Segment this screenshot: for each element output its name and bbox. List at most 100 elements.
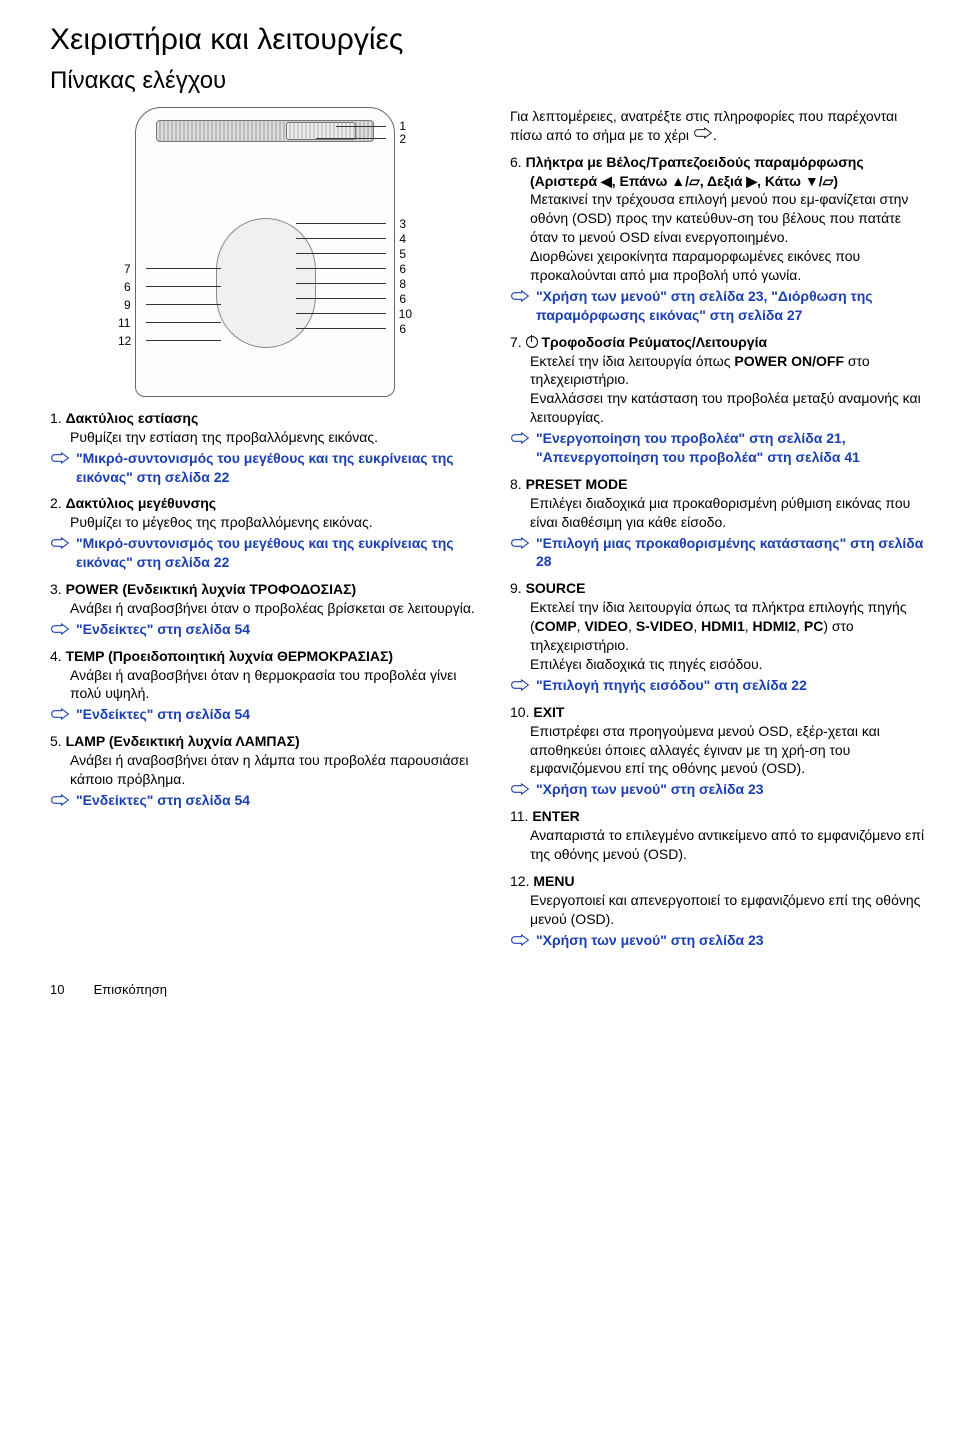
item-description: Επιστρέφει στα προηγούμενα μενού OSD, εξ… [510,722,930,779]
leader-line [296,238,386,239]
item-description: Ρυθμίζει την εστίαση της προβαλλόμενης ε… [50,428,480,447]
callout-9: 9 [124,297,131,313]
item-heading: 9. SOURCE [510,579,930,598]
hand-pointer-icon [510,289,530,303]
item-description: Ρυθμίζει το μέγεθος της προβαλλόμενης ει… [50,513,480,532]
item-description: Επιλέγει διαδοχικά μια προκαθορισμένη ρύ… [510,494,930,532]
item-description: Μετακινεί την τρέχουσα επιλογή μενού που… [510,190,930,247]
item-heading: 4. TEMP (Προειδοποιητική λυχνία ΘΕΡΜΟΚΡΑ… [50,647,480,666]
hand-pointer-icon [50,793,70,807]
right-items-list: 6. Πλήκτρα με Βέλος/Τραπεζοειδούς παραμό… [510,153,930,950]
section-label: Επισκόπηση [94,982,167,997]
list-item: 9. SOURCEΕκτελεί την ίδια λειτουργία όπω… [510,579,930,694]
callout-2: 2 [399,131,406,147]
list-item: 8. PRESET MODEΕπιλέγει διαδοχικά μια προ… [510,475,930,571]
callout-6b: 6 [399,291,406,307]
page-subtitle: Πίνακας ελέγχου [50,65,930,97]
leader-line [146,286,221,287]
item-heading: 10. EXIT [510,703,930,722]
cross-reference: "Επιλογή μιας προκαθορισμένης κατάστασης… [510,534,930,572]
callout-12: 12 [118,333,131,349]
item-heading: 8. PRESET MODE [510,475,930,494]
cross-reference: "Επιλογή πηγής εισόδου" στη σελίδα 22 [510,676,930,695]
diagram-container: 1 2 3 4 5 6 8 6 10 6 [50,107,480,397]
hand-pointer-icon [50,451,70,465]
control-panel-diagram: 1 2 3 4 5 6 8 6 10 6 [135,107,395,397]
item-description: Εκτελεί την ίδια λειτουργία όπως POWER O… [510,352,930,390]
leader-line [316,138,386,139]
list-item: 1. Δακτύλιος εστίασηςΡυθμίζει την εστίασ… [50,409,480,487]
item-description: Ανάβει ή αναβοσβήνει όταν η θερμοκρασία … [50,666,480,704]
item-description: Διορθώνει χειροκίνητα παραμορφωμένες εικ… [510,247,930,285]
intro-note: Για λεπτομέρειες, ανατρέξτε στις πληροφο… [510,107,930,145]
item-description: Ενεργοποιεί και απενεργοποιεί το εμφανιζ… [510,891,930,929]
list-item: 5. LAMP (Ενδεικτική λυχνία ΛΑΜΠΑΣ)Ανάβει… [50,732,480,810]
hand-pointer-icon [693,126,713,140]
leader-line [296,253,386,254]
hand-pointer-icon [510,678,530,692]
hand-pointer-icon [50,622,70,636]
callout-6d: 6 [124,279,131,295]
page-footer: 10 Επισκόπηση [50,981,930,999]
hand-pointer-icon [50,707,70,721]
cross-reference: "Ενδείκτες" στη σελίδα 54 [50,620,480,639]
list-item: 11. ENTERΑναπαριστά το επιλεγμένο αντικε… [510,807,930,864]
callout-6c: 6 [399,321,406,337]
cross-reference: "Ενεργοποίηση του προβολέα" στη σελίδα 2… [510,429,930,467]
hand-pointer-icon [510,933,530,947]
item-heading: 3. POWER (Ενδεικτική λυχνία ΤΡΟΦΟΔΟΣΙΑΣ) [50,580,480,599]
hand-pointer-icon [510,782,530,796]
callout-4: 4 [399,231,406,247]
item-heading: 12. MENU [510,872,930,891]
list-item: 3. POWER (Ενδεικτική λυχνία ΤΡΟΦΟΔΟΣΙΑΣ)… [50,580,480,639]
list-item: 12. MENUΕνεργοποιεί και απενεργοποιεί το… [510,872,930,950]
item-heading: 5. LAMP (Ενδεικτική λυχνία ΛΑΜΠΑΣ) [50,732,480,751]
left-items-list: 1. Δακτύλιος εστίασηςΡυθμίζει την εστίασ… [50,409,480,810]
page-title: Χειριστήρια και λειτουργίες [50,20,930,61]
list-item: 6. Πλήκτρα με Βέλος/Τραπεζοειδούς παραμό… [510,153,930,325]
callout-5: 5 [399,246,406,262]
callout-10: 10 [399,306,412,322]
page-number: 10 [50,981,90,999]
item-heading: 7. Τροφοδοσία Ρεύματος/Λειτουργία [510,333,930,352]
callout-7: 7 [124,261,131,277]
callout-8: 8 [399,276,406,292]
item-heading: 11. ENTER [510,807,930,826]
cross-reference: "Μικρό-συντονισμός του μεγέθους και της … [50,449,480,487]
item-description: Εναλλάσσει την κατάσταση του προβολέα με… [510,389,930,427]
cross-reference: "Χρήση των μενού" στη σελίδα 23 [510,780,930,799]
leader-line [296,268,386,269]
cross-reference: "Χρήση των μενού" στη σελίδα 23 [510,931,930,950]
callout-3: 3 [399,216,406,232]
left-column: 1 2 3 4 5 6 8 6 10 6 [50,107,480,958]
cross-reference: "Χρήση των μενού" στη σελίδα 23, "Διόρθω… [510,287,930,325]
cross-reference: "Ενδείκτες" στη σελίδα 54 [50,791,480,810]
hand-pointer-icon [510,536,530,550]
cross-reference: "Ενδείκτες" στη σελίδα 54 [50,705,480,724]
list-item: 7. Τροφοδοσία Ρεύματος/ΛειτουργίαΕκτελεί… [510,333,930,467]
leader-line [146,304,221,305]
item-description: Επιλέγει διαδοχικά τις πηγές εισόδου. [510,655,930,674]
leader-line [146,268,221,269]
callout-11: 11 [118,315,130,331]
item-description: Ανάβει ή αναβοσβήνει όταν ο προβολέας βρ… [50,599,480,618]
item-description: Αναπαριστά το επιλεγμένο αντικείμενο από… [510,826,930,864]
list-item: 2. Δακτύλιος μεγέθυνσηςΡυθμίζει το μέγεθ… [50,494,480,572]
item-heading: 1. Δακτύλιος εστίασης [50,409,480,428]
leader-line [146,322,221,323]
item-description: Ανάβει ή αναβοσβήνει όταν η λάμπα του πρ… [50,751,480,789]
leader-line [296,328,386,329]
leader-line [296,298,386,299]
callout-6a: 6 [399,261,406,277]
leader-line [336,126,386,127]
list-item: 10. EXITΕπιστρέφει στα προηγούμενα μενού… [510,703,930,799]
right-column: Για λεπτομέρειες, ανατρέξτε στις πληροφο… [510,107,930,958]
list-item: 4. TEMP (Προειδοποιητική λυχνία ΘΕΡΜΟΚΡΑ… [50,647,480,725]
item-heading: 2. Δακτύλιος μεγέθυνσης [50,494,480,513]
hand-pointer-icon [50,536,70,550]
item-description: Εκτελεί την ίδια λειτουργία όπως τα πλήκ… [510,598,930,655]
hand-pointer-icon [510,431,530,445]
leader-line [296,313,386,314]
two-column-layout: 1 2 3 4 5 6 8 6 10 6 [50,107,930,958]
power-icon [526,336,538,348]
